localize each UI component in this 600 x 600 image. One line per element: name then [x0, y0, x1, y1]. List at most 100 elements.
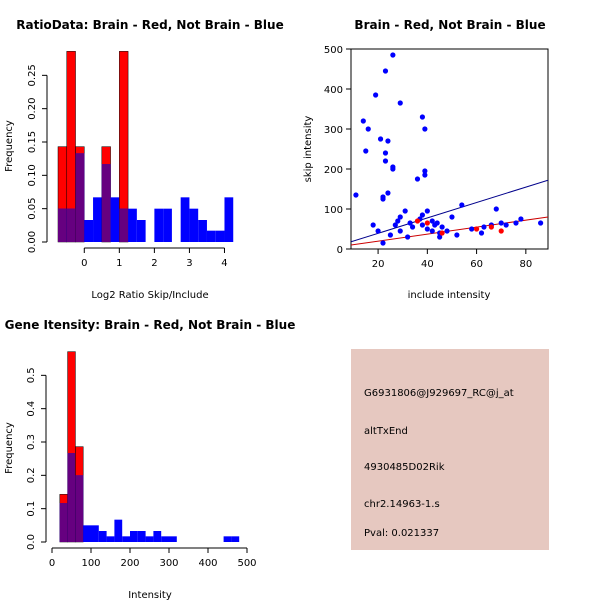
p-value: Pval: 0.021337 — [364, 528, 439, 539]
blue-bar — [98, 531, 107, 542]
blue-point — [422, 126, 428, 132]
overlap-bar — [58, 208, 67, 242]
y-tick-label: 0.4 — [26, 401, 37, 417]
blue-point — [469, 226, 475, 232]
y-tick-label: 0.0 — [26, 534, 37, 550]
y-tick-label: 0.20 — [27, 98, 38, 120]
y-tick-label: 500 — [324, 45, 343, 56]
blue-point — [387, 232, 393, 238]
event-type: altTxEnd — [364, 426, 408, 437]
blue-point — [439, 224, 445, 230]
blue-point — [380, 240, 386, 246]
x-tick-label: 0 — [49, 558, 55, 569]
x-tick-label: 2 — [151, 258, 157, 269]
blue-bar — [169, 536, 177, 542]
blue-point — [382, 158, 389, 164]
blue-regression-line — [351, 179, 548, 243]
y-tick-label: 0.00 — [27, 231, 38, 253]
intensity-histogram-title: Gene Itensity: Brain - Red, Not Brain - … — [5, 318, 296, 332]
red-point — [424, 220, 430, 226]
blue-point — [385, 190, 391, 196]
info-box-background — [351, 349, 549, 550]
blue-bar — [122, 536, 130, 542]
blue-point — [390, 166, 396, 172]
overlap-bar — [59, 503, 68, 542]
overlap-bar — [75, 475, 84, 542]
blue-bar — [231, 536, 240, 542]
blue-bar — [223, 536, 232, 542]
scatter-title: Brain - Red, Not Brain - Blue — [354, 18, 545, 32]
blue-point — [454, 232, 460, 238]
blue-bar — [161, 536, 169, 542]
blue-bar — [137, 531, 146, 542]
blue-bar — [145, 536, 154, 542]
scatter-xlabel: include intensity — [408, 290, 491, 301]
y-tick-label: 0.3 — [26, 434, 37, 450]
blue-point — [434, 220, 440, 226]
overlap-bar — [66, 208, 76, 242]
probe-id: G6931806@J929697_RC@j_at — [364, 388, 514, 399]
scatter-axes: 20 40 60 80 0 100 200 300 400 500 — [324, 45, 532, 270]
blue-point — [498, 220, 504, 226]
scatter-regression-lines — [351, 179, 548, 246]
blue-point — [360, 118, 366, 124]
blue-point — [370, 222, 376, 228]
blue-point — [419, 222, 426, 228]
blue-bar — [91, 525, 99, 542]
blue-bar — [206, 230, 216, 242]
y-tick-label: 0.10 — [27, 164, 38, 186]
blue-point — [397, 214, 403, 220]
blue-point — [518, 216, 524, 222]
blue-point — [449, 214, 455, 220]
x-tick-label: 1 — [116, 258, 122, 269]
red-point — [439, 230, 445, 236]
blue-point — [375, 228, 381, 234]
blue-bar — [154, 208, 164, 242]
blue-point — [392, 222, 398, 228]
blue-point — [395, 218, 401, 224]
blue-point — [405, 234, 411, 240]
blue-bar — [106, 536, 115, 542]
blue-point — [377, 136, 384, 142]
scatter-plot-frame — [350, 48, 549, 250]
scatter-ylabel: skip intensity — [303, 116, 314, 183]
x-tick-label: 60 — [470, 259, 483, 270]
x-tick-label: 400 — [198, 558, 217, 569]
blue-point — [414, 176, 421, 182]
blue-bar — [224, 197, 234, 242]
blue-point — [444, 228, 450, 234]
intensity-histogram-bars — [59, 351, 240, 543]
red-point — [414, 218, 421, 224]
y-tick-label: 0.2 — [26, 467, 37, 483]
intensity-histogram-xlabel: Intensity — [128, 590, 172, 600]
blue-point — [397, 100, 403, 106]
y-tick-label: 100 — [324, 205, 343, 216]
blue-point — [363, 148, 369, 154]
blue-bar — [153, 531, 162, 542]
blue-bar — [136, 220, 146, 242]
ratio-histogram-title: RatioData: Brain - Red, Not Brain - Blue — [16, 18, 283, 32]
ratio-histogram-panel: RatioData: Brain - Red, Not Brain - Blue… — [4, 18, 284, 301]
blue-bar — [93, 197, 102, 242]
blue-bar — [189, 208, 199, 242]
red-point — [498, 228, 504, 234]
scatter-points — [353, 52, 544, 246]
blue-point — [481, 224, 487, 230]
blue-point — [429, 218, 435, 224]
y-tick-label: 0.15 — [27, 131, 38, 153]
ratio-histogram-bars — [57, 51, 234, 243]
blue-point — [424, 226, 430, 232]
blue-point — [409, 224, 416, 230]
blue-bar — [180, 197, 190, 242]
blue-point — [437, 234, 443, 240]
blue-bar — [130, 531, 138, 542]
x-tick-label: 100 — [81, 558, 100, 569]
blue-point — [429, 228, 435, 234]
blue-point — [503, 222, 509, 228]
info-box: G6931806@J929697_RC@j_at altTxEnd 493048… — [351, 349, 549, 550]
blue-bar — [84, 220, 94, 242]
blue-point — [385, 138, 391, 144]
blue-point — [402, 208, 408, 214]
genomic-location: chr2.14963-1.s — [364, 499, 440, 510]
overlap-bar — [75, 153, 85, 242]
